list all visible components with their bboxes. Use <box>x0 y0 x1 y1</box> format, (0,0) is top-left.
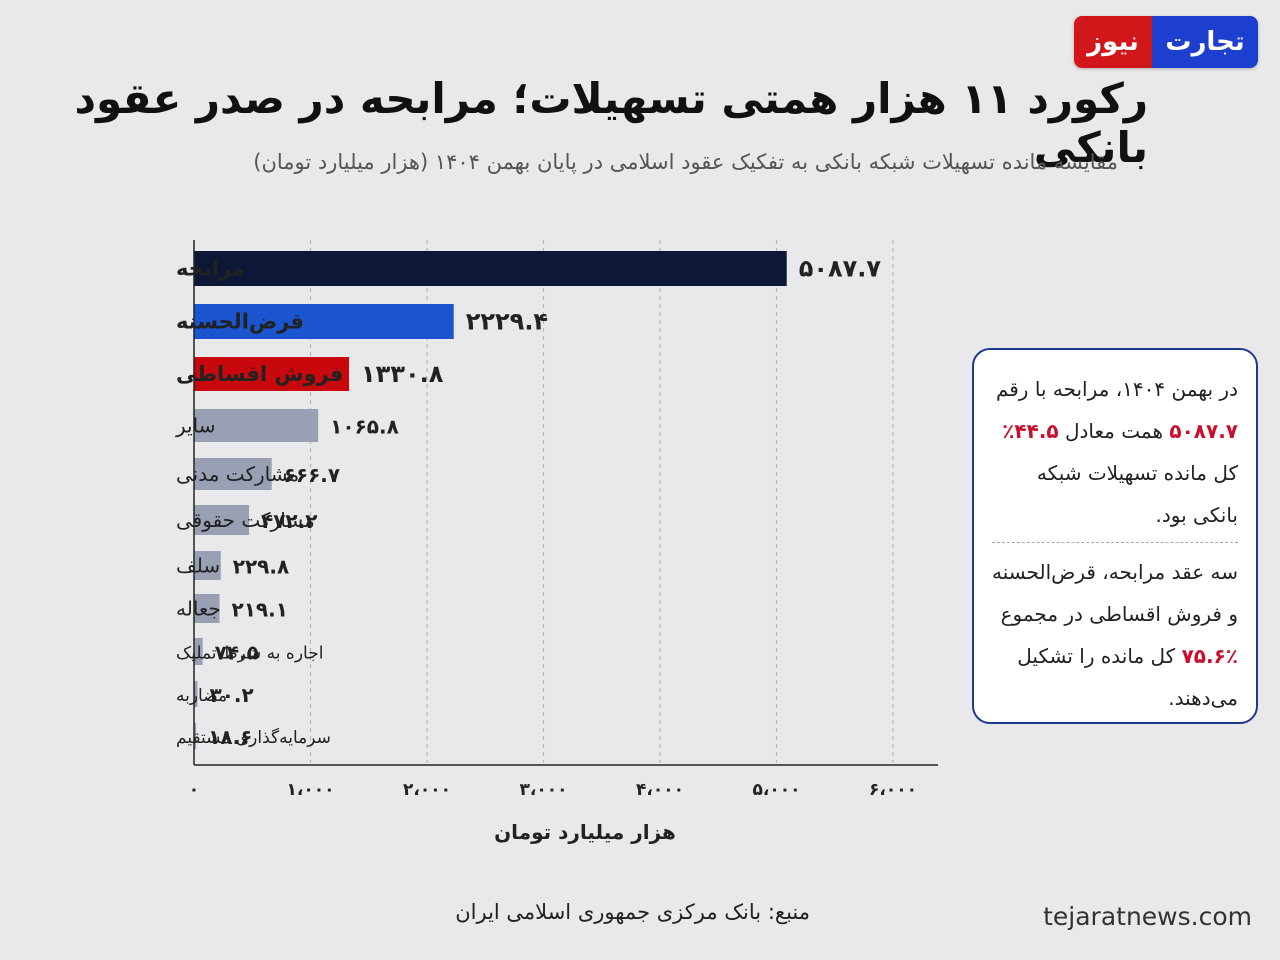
site-url: tejaratnews.com <box>1043 902 1252 931</box>
note-text: در بهمن ۱۴۰۴، مرابحه با رقم <box>995 377 1238 401</box>
x-tick-label: ۶،۰۰۰ <box>869 780 917 800</box>
value-label: ۲۱۹.۱ <box>232 598 288 622</box>
category-label: اجاره به شرط تملیک <box>176 644 323 664</box>
chart-bars: مرابحه ۵۰۸۷.۷ قرض‌الحسنه ۲۲۲۹.۴ فروش اقساطی ۱… <box>175 251 881 749</box>
value-label: ۱۳۳۰.۸ <box>361 360 444 388</box>
note-text: کل مانده را تشکیل <box>1017 644 1182 668</box>
chart-grid <box>309 240 894 763</box>
value-label: ۷۴.۵ <box>215 641 259 665</box>
note-text: بانکی بود. <box>1155 503 1238 527</box>
x-tick-label: ۴،۰۰۰ <box>636 780 684 800</box>
page-subtitle: مقایسه مانده تسهیلات شبکه بانکی به تفکیک… <box>253 150 1118 174</box>
bar <box>194 723 197 749</box>
category-label: مرابحه <box>176 257 245 281</box>
note-text: و فروش اقساطی در مجموع <box>1000 602 1238 626</box>
note-line: ۷۵.۶٪ کل مانده را تشکیل <box>992 635 1238 677</box>
x-tick-label: ۰ <box>189 780 199 800</box>
note-line: ۵۰۸۷.۷ همت معادل ۴۴.۵٪ <box>992 410 1238 452</box>
value-label: ۱۰۶۵.۸ <box>330 415 399 439</box>
value-label: ۵۰۸۷.۷ <box>799 255 882 283</box>
category-label: مضاربه <box>176 686 227 706</box>
category-label: سایر <box>175 414 215 438</box>
category-label: مشارکت مدنی <box>176 462 299 486</box>
brand-logo-part1: تجارت <box>1152 16 1258 68</box>
note-text: همت معادل <box>1058 419 1170 443</box>
bar <box>194 409 319 442</box>
info-box: در بهمن ۱۴۰۴، مرابحه با رقم ۵۰۸۷.۷ همت م… <box>972 348 1258 724</box>
bar <box>194 357 350 391</box>
category-label: سلف <box>176 554 220 578</box>
value-label: ۲۲۹.۸ <box>233 555 289 579</box>
note-highlight-value: ۵۰۸۷.۷ <box>1169 419 1238 443</box>
x-tick-label: ۵،۰۰۰ <box>753 780 801 800</box>
note-divider <box>992 542 1238 543</box>
note-highlight-percent: ۴۴.۵٪ <box>1002 419 1059 443</box>
note-text: می‌دهند. <box>1168 686 1238 710</box>
value-label: ۳۰.۲ <box>210 683 254 707</box>
source-credit: منبع: بانک مرکزی جمهوری اسلامی ایران <box>455 900 810 924</box>
value-label: ۲۲۲۹.۴ <box>466 308 548 336</box>
bar <box>194 458 272 490</box>
x-tick-label: ۲،۰۰۰ <box>403 780 451 800</box>
bar <box>194 251 787 286</box>
bar <box>194 638 203 665</box>
bar <box>194 551 221 580</box>
note-text: کل مانده تسهیلات شبکه <box>1036 461 1238 485</box>
note-line: سه عقد مرابحه، قرض‌الحسنه <box>992 551 1238 593</box>
note-highlight-percent: ۷۵.۶٪ <box>1181 644 1238 668</box>
category-label: مشارکت حقوقی <box>176 508 315 532</box>
note-line: کل مانده تسهیلات شبکه <box>992 452 1238 494</box>
bar <box>194 681 198 707</box>
note-text: سه عقد مرابحه، قرض‌الحسنه <box>992 560 1238 584</box>
category-label: جعاله <box>176 597 221 621</box>
bar <box>194 594 220 623</box>
value-label: ۴۷۲.۲ <box>261 509 317 533</box>
category-label: فروش اقساطی <box>176 362 343 386</box>
chart-axes: ۰ ۱،۰۰۰ ۲،۰۰۰ ۳،۰۰۰ ۴،۰۰۰ ۵،۰۰۰ ۶،۰۰۰ <box>189 240 938 800</box>
x-tick-label: ۳،۰۰۰ <box>520 780 568 800</box>
category-label: سرمایه‌گذاری مستقیم <box>176 727 331 748</box>
category-label: قرض‌الحسنه <box>176 310 304 334</box>
x-axis-title: هزار میلیارد تومان <box>494 820 676 844</box>
brand-logo-part2: نیوز <box>1074 16 1152 68</box>
note-line: و فروش اقساطی در مجموع <box>992 593 1238 635</box>
note-line: در بهمن ۱۴۰۴، مرابحه با رقم <box>992 368 1238 410</box>
note-line: می‌دهند. <box>992 677 1238 719</box>
x-tick-label: ۱،۰۰۰ <box>287 780 335 800</box>
value-label: ۶۶۶.۷ <box>284 463 340 487</box>
note-line: بانکی بود. <box>992 494 1238 536</box>
bar <box>194 505 250 535</box>
brand-logo: تجارت نیوز <box>1074 16 1258 68</box>
page-title: رکورد ۱۱ هزار همتی تسهیلات؛ مرابحه در صد… <box>74 74 1148 172</box>
value-label: ۱۸.۶ <box>208 725 252 749</box>
bar <box>194 304 454 339</box>
